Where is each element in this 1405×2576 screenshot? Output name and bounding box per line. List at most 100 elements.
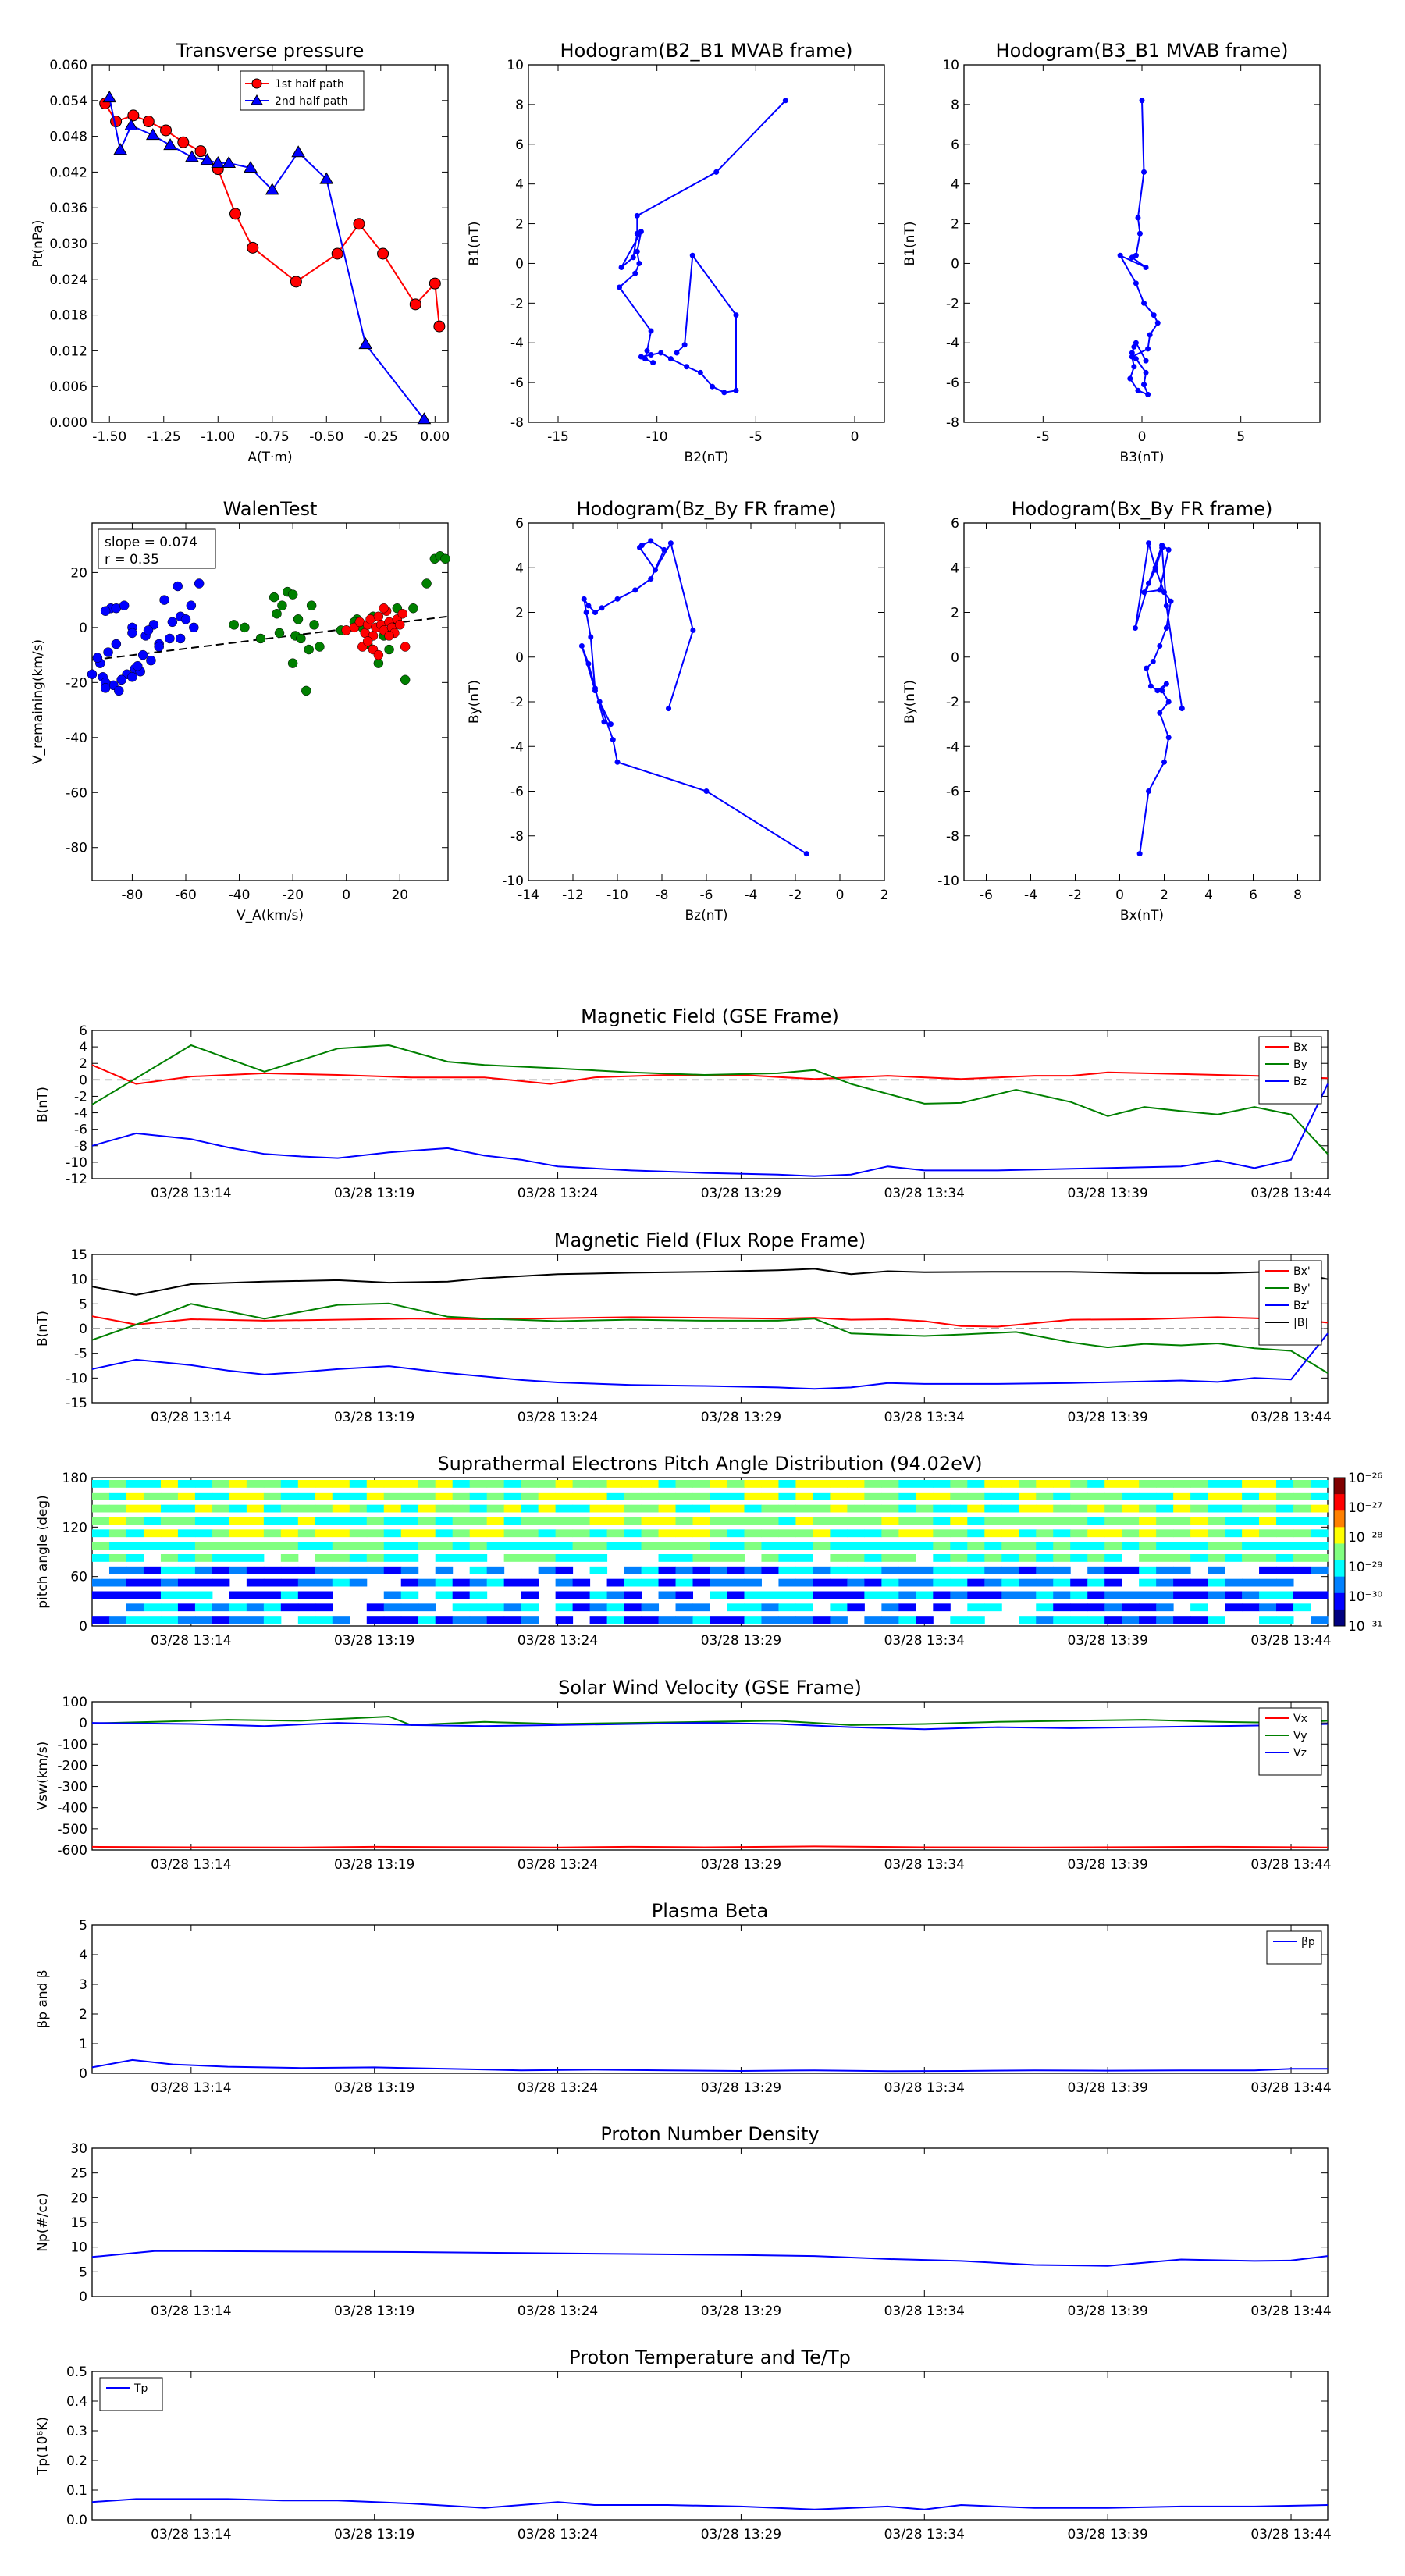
x-tick-label: 03/28 13:44 bbox=[1250, 1410, 1331, 1425]
heatmap-cell bbox=[263, 1542, 282, 1550]
data-point bbox=[1168, 598, 1174, 604]
heatmap-cell bbox=[744, 1616, 762, 1624]
heatmap-cell bbox=[1156, 1529, 1174, 1538]
heatmap-cell bbox=[1122, 1517, 1140, 1525]
heatmap-cell bbox=[366, 1480, 385, 1488]
heatmap-cell bbox=[572, 1554, 591, 1562]
heatmap-cell bbox=[1208, 1529, 1225, 1538]
heatmap-cell bbox=[92, 1504, 110, 1513]
heatmap-cell bbox=[1208, 1578, 1225, 1587]
heatmap-cell bbox=[641, 1480, 660, 1488]
heatmap-cell bbox=[280, 1529, 299, 1538]
y-tick-label: -2 bbox=[74, 1089, 87, 1105]
data-point bbox=[160, 124, 173, 137]
heatmap-cell bbox=[1293, 1554, 1311, 1562]
heatmap-cell bbox=[1242, 1517, 1260, 1525]
heatmap-cell bbox=[400, 1603, 419, 1612]
heatmap-cell bbox=[194, 1517, 213, 1525]
heatmap-cell bbox=[452, 1480, 471, 1488]
heatmap-cell bbox=[1225, 1603, 1243, 1612]
heatmap-cell bbox=[1019, 1542, 1037, 1550]
heatmap-cell bbox=[984, 1542, 1002, 1550]
x-tick-label: -5 bbox=[749, 429, 763, 445]
x-tick-label: 0 bbox=[1138, 429, 1147, 445]
heatmap-cell bbox=[1156, 1616, 1174, 1624]
heatmap-cell bbox=[1276, 1591, 1294, 1599]
heatmap-cell bbox=[1156, 1566, 1174, 1574]
heatmap-cell bbox=[108, 1517, 127, 1525]
legend-marker bbox=[251, 94, 263, 105]
legend: Tp bbox=[99, 2377, 163, 2411]
heatmap-cell bbox=[967, 1566, 985, 1574]
heatmap-cell bbox=[108, 1566, 127, 1574]
heatmap-cell bbox=[280, 1566, 299, 1574]
colorbar-label: 10⁻³¹ bbox=[1348, 1619, 1382, 1635]
y-tick-label: 2 bbox=[515, 606, 524, 621]
heatmap-cell bbox=[916, 1492, 934, 1500]
heatmap-cell bbox=[177, 1529, 196, 1538]
scatter-point-blue bbox=[100, 683, 111, 693]
heatmap-cell bbox=[658, 1591, 677, 1599]
heatmap-cell bbox=[229, 1517, 247, 1525]
data-point bbox=[222, 155, 237, 169]
heatmap-cell bbox=[1173, 1616, 1191, 1624]
heatmap-cell bbox=[1259, 1492, 1277, 1500]
heatmap-cell bbox=[727, 1529, 745, 1538]
heatmap-cell bbox=[1019, 1492, 1037, 1500]
series-line-|B| bbox=[91, 1268, 1329, 1296]
heatmap-cell bbox=[1293, 1603, 1311, 1612]
heatmap-cell bbox=[950, 1554, 968, 1562]
heatmap-cell bbox=[315, 1554, 333, 1562]
y-tick-label: 20 bbox=[70, 2190, 87, 2206]
heatmap-cell bbox=[1225, 1542, 1243, 1550]
heatmap-cell bbox=[383, 1517, 402, 1525]
heatmap-cell bbox=[950, 1504, 968, 1513]
heatmap-cell bbox=[1242, 1554, 1260, 1562]
heatmap-cell bbox=[1104, 1554, 1122, 1562]
heatmap-cell bbox=[246, 1603, 265, 1612]
y-tick-label: 30 bbox=[70, 2141, 87, 2157]
heatmap-cell bbox=[1276, 1554, 1294, 1562]
heatmap-cell bbox=[349, 1480, 368, 1488]
heatmap-cell bbox=[349, 1504, 368, 1513]
heatmap-cell bbox=[1001, 1529, 1019, 1538]
heatmap-cell bbox=[881, 1554, 899, 1562]
heatmap-cell bbox=[521, 1529, 539, 1538]
heatmap-cell bbox=[555, 1480, 574, 1488]
data-point bbox=[634, 212, 640, 219]
scatter-point-red bbox=[362, 636, 373, 646]
x-tick-label: 03/28 13:24 bbox=[518, 2080, 598, 2096]
heatmap-cell bbox=[263, 1492, 282, 1500]
y-tick-label: 6 bbox=[79, 1023, 87, 1039]
heatmap-cell bbox=[297, 1591, 316, 1599]
heatmap-cell bbox=[1001, 1492, 1019, 1500]
heatmap-cell bbox=[297, 1504, 316, 1513]
x-tick-label: 03/28 13:24 bbox=[518, 1633, 598, 1649]
y-tick-label: -8 bbox=[74, 1139, 87, 1155]
heatmap-cell bbox=[1311, 1566, 1329, 1574]
heatmap-cell bbox=[1156, 1504, 1174, 1513]
heatmap-cell bbox=[658, 1529, 677, 1538]
heatmap-cell bbox=[761, 1566, 779, 1574]
heatmap-cell bbox=[813, 1504, 831, 1513]
data-point bbox=[331, 247, 343, 260]
scatter-point-green bbox=[440, 553, 450, 564]
heatmap-cell bbox=[1087, 1616, 1105, 1624]
heatmap-cell bbox=[572, 1480, 591, 1488]
heatmap-cell bbox=[727, 1517, 745, 1525]
heatmap-cell bbox=[916, 1616, 934, 1624]
y-tick-label: -60 bbox=[66, 785, 87, 801]
heatmap-cell bbox=[1019, 1504, 1037, 1513]
heatmap-cell bbox=[332, 1616, 350, 1624]
heatmap-cell bbox=[1190, 1603, 1208, 1612]
x-tick-label: 0 bbox=[1115, 888, 1124, 903]
heatmap-cell bbox=[1139, 1542, 1157, 1550]
heatmap-cell bbox=[332, 1492, 350, 1500]
heatmap-cell bbox=[1036, 1554, 1054, 1562]
scatter-point-blue bbox=[180, 614, 191, 624]
heatmap-cell bbox=[916, 1480, 934, 1488]
heatmap-cell bbox=[521, 1578, 539, 1587]
data-point bbox=[634, 248, 640, 254]
data-point bbox=[1154, 688, 1161, 694]
y-tick-label: -4 bbox=[946, 739, 959, 755]
